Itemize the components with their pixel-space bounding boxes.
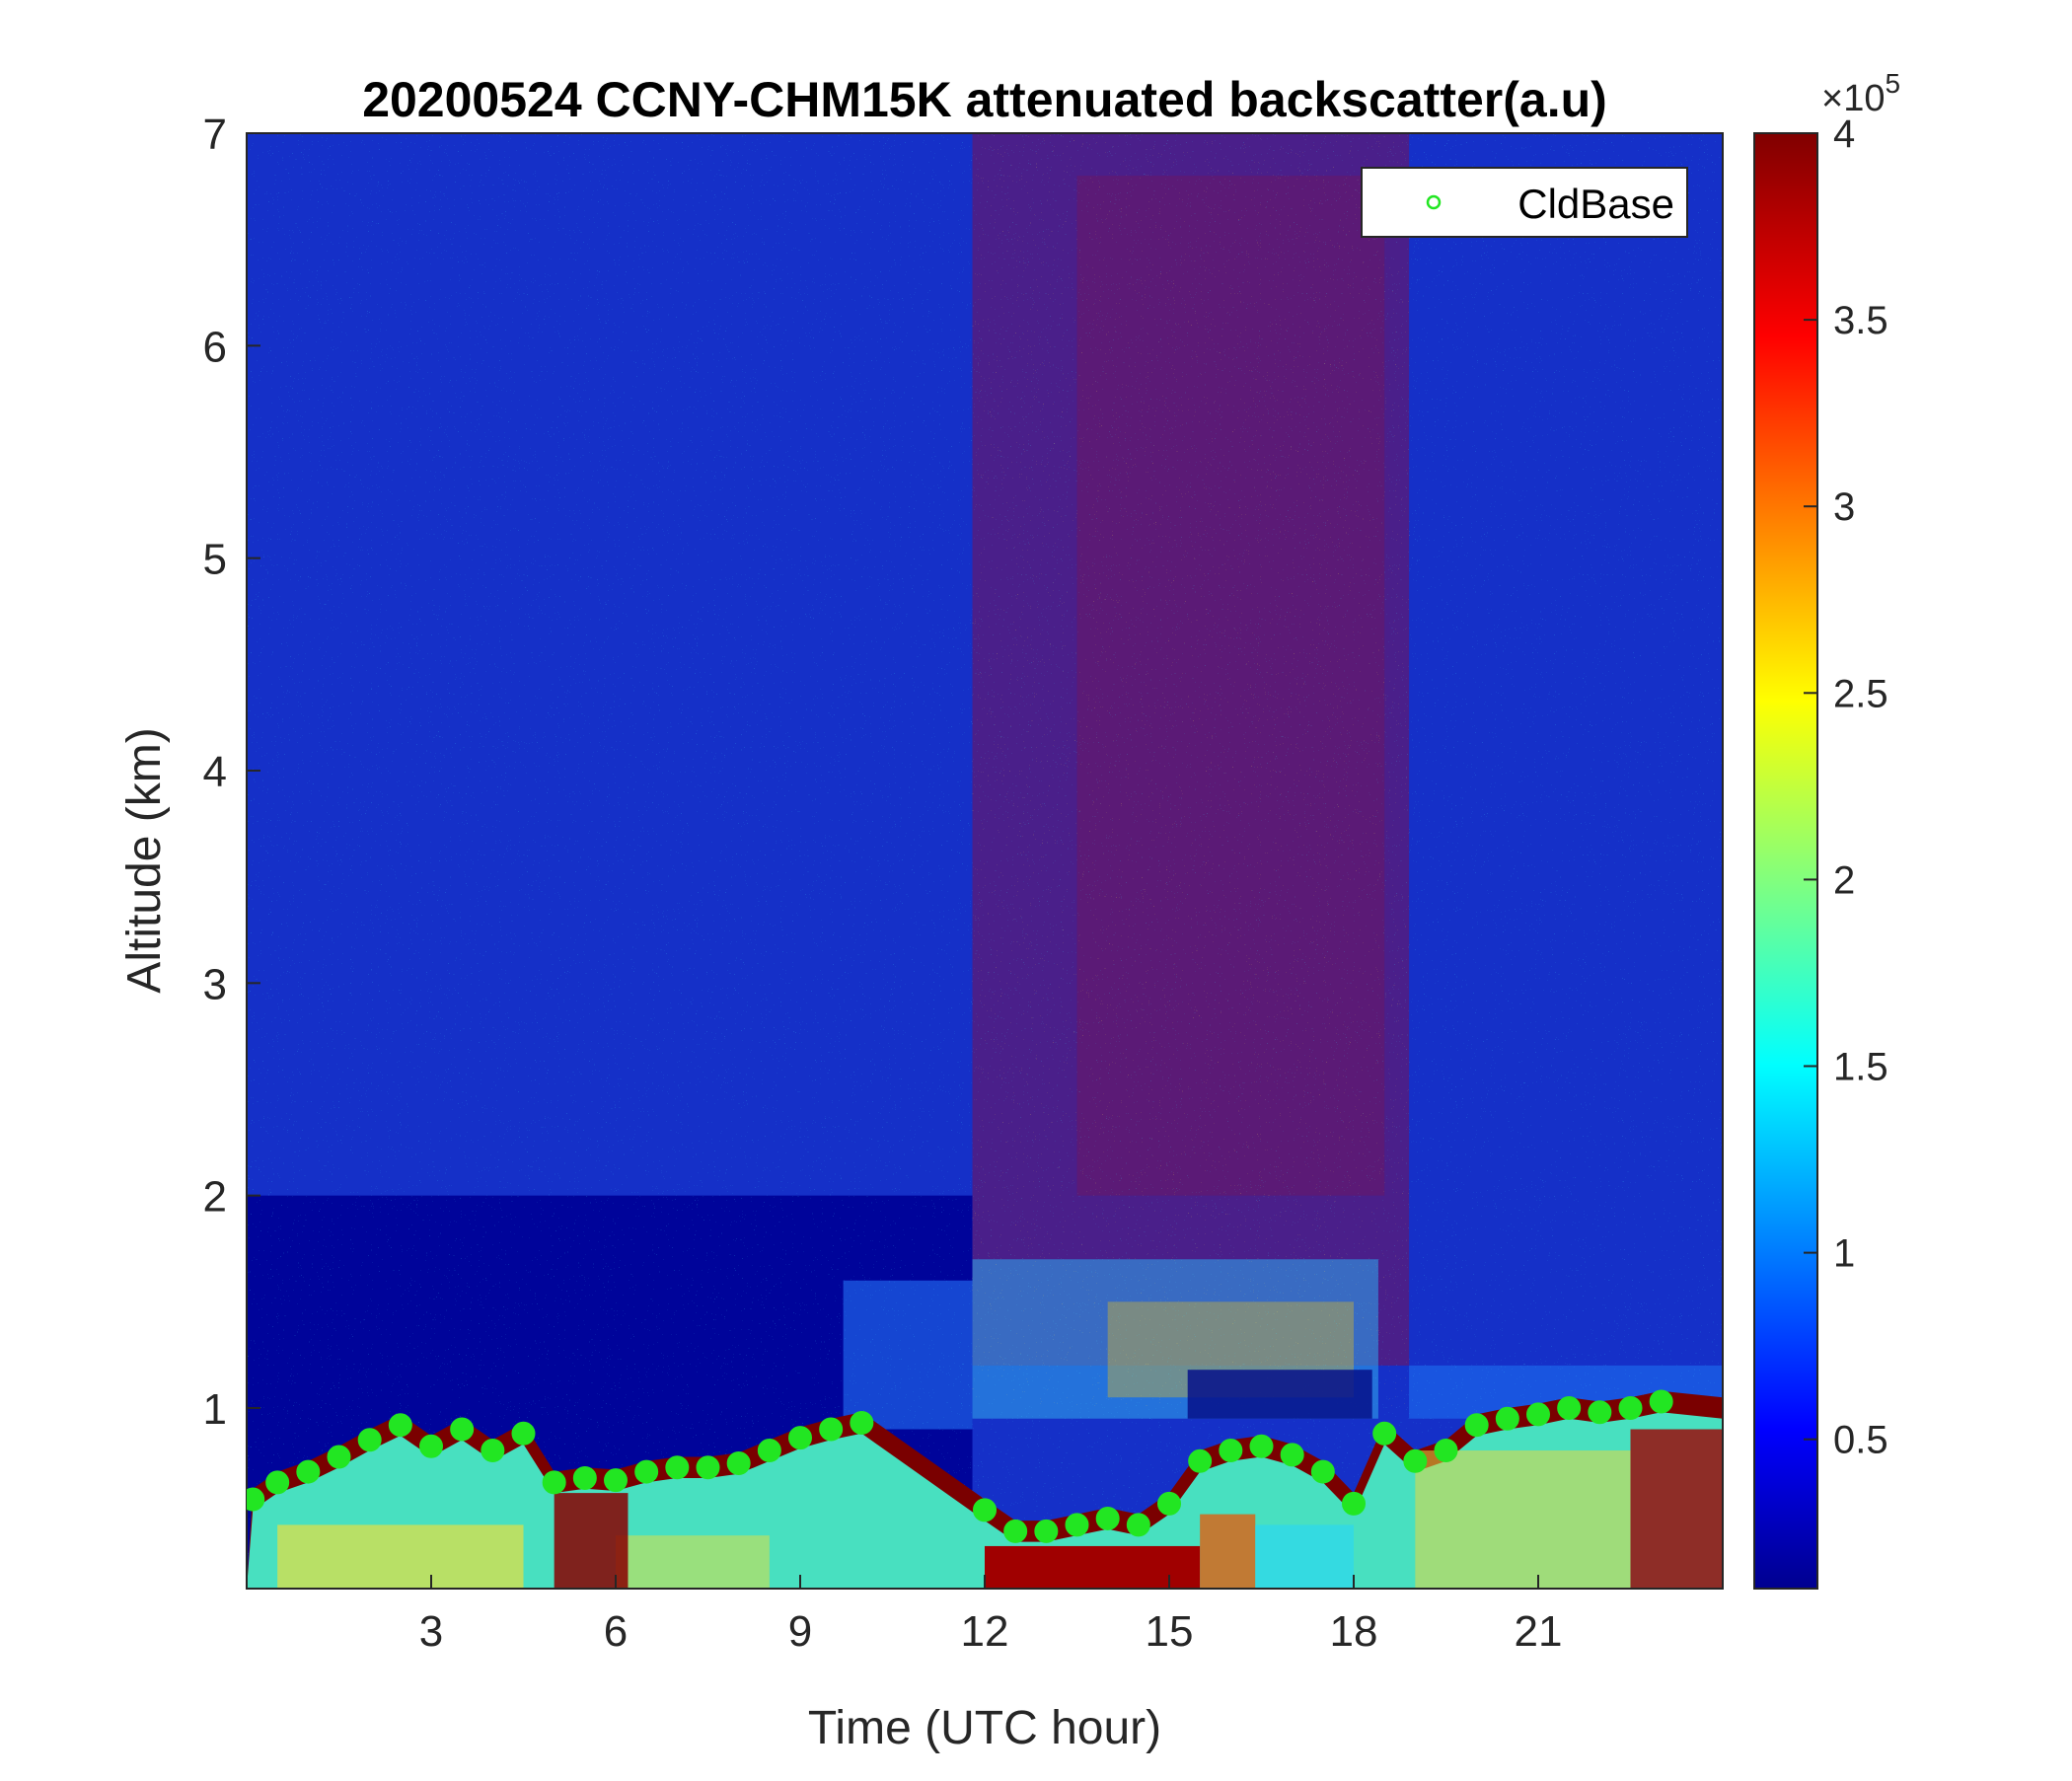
- legend-entry-cldbase: CldBase: [1517, 181, 1674, 227]
- heatmap-bl-yellow-1: [277, 1524, 524, 1589]
- cldbase-point: [1310, 1459, 1335, 1484]
- colorbar-tick-label: 4: [1833, 112, 1855, 156]
- cldbase-point: [1588, 1400, 1612, 1425]
- x-tick-label: 21: [1515, 1607, 1563, 1656]
- cldbase-point: [388, 1413, 412, 1438]
- cldbase-point: [327, 1445, 351, 1469]
- colorbar-tick-label: 2: [1833, 858, 1855, 902]
- colorbar: 0.5 1 1.5 2 2.5 3 3.5 4 ×105: [1753, 68, 1900, 1590]
- cldbase-point: [1526, 1402, 1550, 1427]
- cldbase-point: [604, 1468, 628, 1493]
- cldbase-point: [511, 1421, 536, 1446]
- cldbase-point: [1249, 1434, 1274, 1458]
- cldbase-point: [1219, 1439, 1243, 1463]
- heatmap-bl-red-3: [1630, 1429, 1723, 1589]
- cldbase-point: [419, 1434, 443, 1458]
- heatmap-bl-red-2: [985, 1545, 1201, 1589]
- y-tick-label: 7: [203, 111, 227, 159]
- cldbase-point: [1095, 1506, 1120, 1530]
- cldbase-point: [450, 1417, 475, 1442]
- colorbar-exponent-base: ×10: [1821, 78, 1885, 119]
- colorbar-tick-label: 0.5: [1833, 1419, 1888, 1462]
- cldbase-point: [1372, 1421, 1397, 1446]
- legend-box: [1361, 167, 1688, 238]
- cldbase-point: [1495, 1406, 1519, 1431]
- colorbar-exponent-power: 5: [1885, 68, 1900, 99]
- cldbase-point: [1157, 1491, 1181, 1516]
- x-tick-label: 12: [961, 1607, 1009, 1656]
- chart-title: 20200524 CCNY-CHM15K attenuated backscat…: [362, 72, 1607, 127]
- y-axis: 1 2 3 4 5 6 7: [203, 111, 260, 1434]
- cldbase-point: [726, 1450, 751, 1475]
- cldbase-point: [247, 1487, 265, 1512]
- colorbar-frame: [1753, 132, 1818, 1590]
- cldbase-point: [634, 1459, 659, 1484]
- heatmap-bl-yellow-3: [1415, 1450, 1631, 1589]
- cldbase-point: [357, 1428, 382, 1452]
- heatmap-bl-cyan: [1255, 1524, 1354, 1589]
- cloud-base-series: [247, 1389, 1673, 1543]
- cldbase-point: [1003, 1519, 1028, 1543]
- colorbar-ticks: 0.5 1 1.5 2 2.5 3 3.5 4: [1804, 112, 1888, 1462]
- heatmap-dark-dome: [1187, 1370, 1372, 1419]
- colorbar-tick-label: 3: [1833, 485, 1855, 529]
- x-tick-label: 6: [604, 1607, 628, 1656]
- legend-marker-icon: [1426, 194, 1442, 210]
- cldbase-point: [1618, 1395, 1643, 1420]
- colorbar-tick-label: 3.5: [1833, 299, 1888, 342]
- x-axis-label: Time (UTC hour): [808, 1702, 1161, 1754]
- y-axis-label: Altitude (km): [118, 727, 171, 993]
- cldbase-point: [850, 1411, 874, 1436]
- cldbase-point: [1126, 1513, 1150, 1537]
- cldbase-point: [696, 1455, 720, 1480]
- cldbase-point: [1403, 1448, 1428, 1473]
- y-tick-label: 2: [203, 1173, 227, 1222]
- x-axis: 3 6 9 12 15 18 21: [419, 1575, 1563, 1656]
- plot-frame: [246, 132, 1724, 1590]
- cldbase-point: [819, 1417, 844, 1442]
- legend[interactable]: CldBase: [1361, 167, 1688, 238]
- cldbase-point: [1034, 1519, 1059, 1543]
- colorbar-gradient: [1754, 133, 1817, 1589]
- cldbase-point: [973, 1498, 997, 1522]
- x-tick-label: 3: [419, 1607, 443, 1656]
- cldbase-point: [481, 1439, 505, 1463]
- x-tick-label: 15: [1146, 1607, 1194, 1656]
- cldbase-point: [296, 1459, 321, 1484]
- cldbase-point: [1557, 1395, 1582, 1420]
- cldbase-point: [572, 1466, 597, 1491]
- heatmap-bl-yellow-2: [616, 1535, 770, 1589]
- y-tick-label: 3: [203, 960, 227, 1008]
- y-tick-label: 1: [203, 1385, 227, 1434]
- colorbar-tick-label: 2.5: [1833, 672, 1888, 715]
- heatmap-bl-red-1: [554, 1493, 629, 1589]
- cldbase-point: [1342, 1491, 1366, 1516]
- y-tick-label: 5: [203, 536, 227, 584]
- cldbase-point: [1434, 1439, 1458, 1463]
- cldbase-point: [1065, 1513, 1089, 1537]
- y-tick-label: 4: [203, 748, 227, 796]
- colorbar-tick-label: 1: [1833, 1232, 1855, 1276]
- cldbase-point: [1280, 1443, 1304, 1467]
- cldbase-point: [1464, 1413, 1489, 1438]
- cldbase-point: [1188, 1448, 1213, 1473]
- x-tick-label: 18: [1330, 1607, 1378, 1656]
- cldbase-point: [265, 1470, 290, 1495]
- heatmap-bl-orange: [1200, 1514, 1256, 1589]
- cldbase-point: [1649, 1389, 1673, 1414]
- cldbase-point: [665, 1455, 690, 1480]
- backscatter-heatmap: [247, 133, 1723, 1589]
- cldbase-point: [788, 1426, 812, 1450]
- colorbar-tick-label: 1.5: [1833, 1046, 1888, 1089]
- cldbase-point: [542, 1470, 566, 1495]
- y-tick-label: 6: [203, 323, 227, 371]
- x-tick-label: 9: [788, 1607, 812, 1656]
- colorbar-exponent: ×105: [1821, 68, 1900, 119]
- cldbase-point: [757, 1439, 781, 1463]
- heatmap-noise-warm: [972, 133, 1410, 1408]
